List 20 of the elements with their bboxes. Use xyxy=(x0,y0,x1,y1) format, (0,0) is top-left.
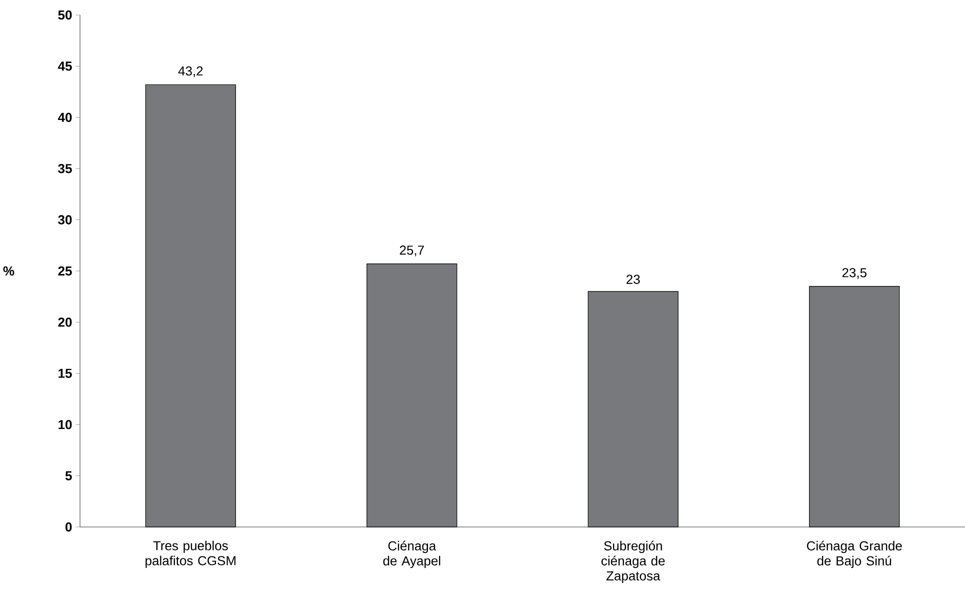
y-axis-title: % xyxy=(3,266,14,276)
y-tick-label: 20 xyxy=(58,318,72,327)
y-tick-label: 25 xyxy=(58,266,72,276)
data-label: 25,7 xyxy=(400,246,424,256)
y-tick-label: 5 xyxy=(65,471,72,480)
y-tick-label: 10 xyxy=(58,420,72,430)
x-tick-label: Tres pueblos palafitos CGSM xyxy=(146,540,236,568)
y-tick-label: 40 xyxy=(58,112,72,122)
x-tick-label: Ciénaga Grande de Bajo Sinú xyxy=(806,540,902,568)
y-tick-label: 50 xyxy=(58,10,72,20)
data-label: 23,5 xyxy=(842,268,866,279)
y-tick-label: 35 xyxy=(58,164,72,174)
y-tick-label: 30 xyxy=(58,215,72,224)
data-label: 43,2 xyxy=(178,66,203,78)
y-tick-label: 0 xyxy=(66,522,72,532)
y-tick-label: 15 xyxy=(58,368,72,378)
data-label: 23 xyxy=(626,274,640,284)
x-tick-label: Subregión ciénaga de Zapatosa xyxy=(602,540,665,584)
x-tick-label: Ciénaga de Ayapel xyxy=(383,540,440,568)
y-tick-label: 45 xyxy=(58,62,72,71)
